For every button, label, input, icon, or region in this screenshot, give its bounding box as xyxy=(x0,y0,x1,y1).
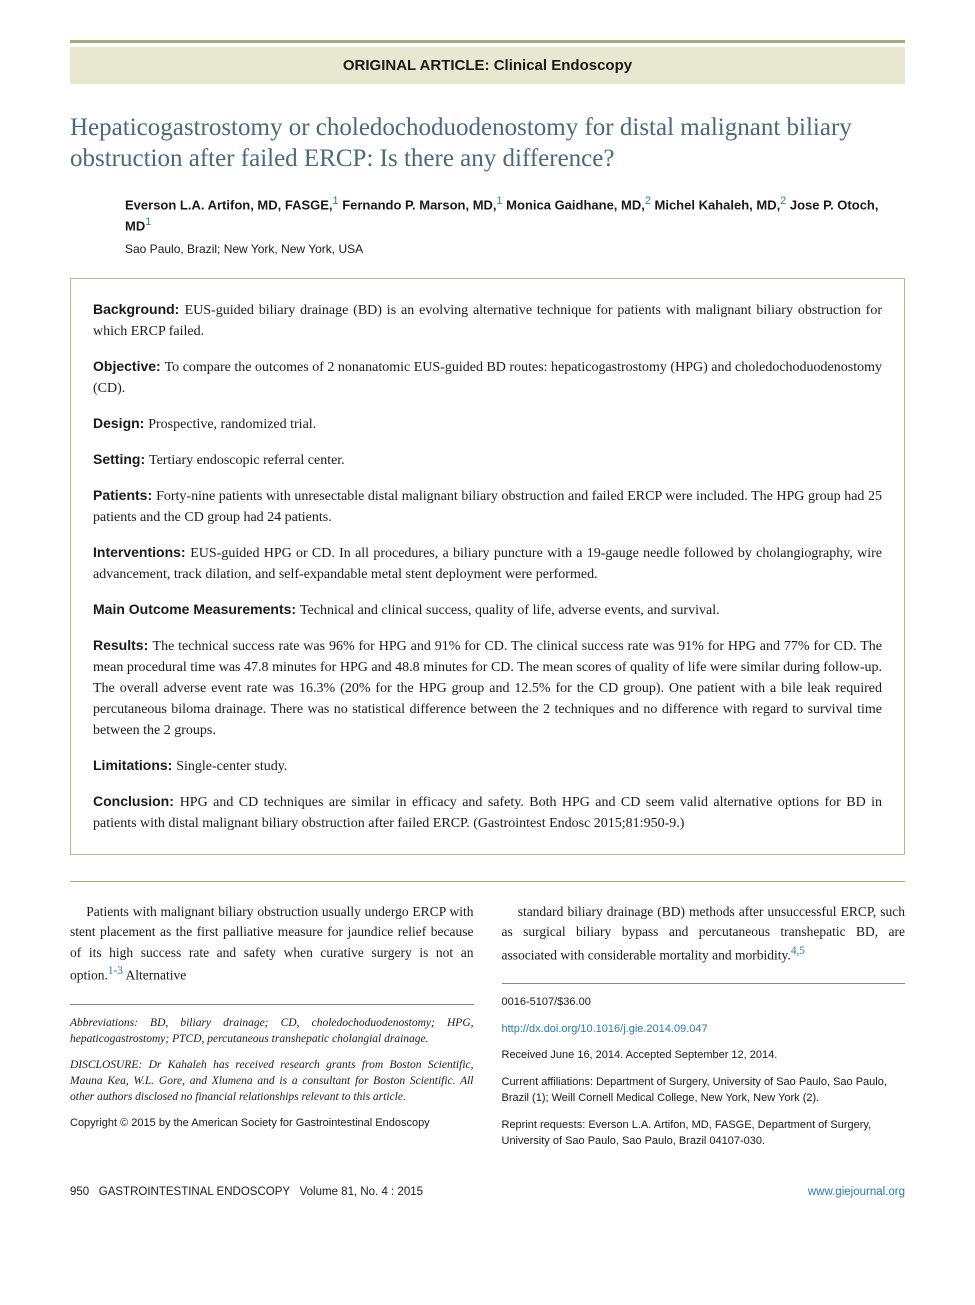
body-paragraph-left: Patients with malignant biliary obstruct… xyxy=(70,902,474,986)
footer-journal-link[interactable]: www.giejournal.org xyxy=(808,1186,905,1198)
abstract-label: Conclusion: xyxy=(93,793,180,809)
abstract-label: Results: xyxy=(93,637,153,653)
abstract-box: Background: EUS-guided biliary drainage … xyxy=(70,278,905,855)
abstract-label: Objective: xyxy=(93,358,165,374)
abstract-item: Results: The technical success rate was … xyxy=(93,635,882,741)
issn: 0016-5107/$36.00 xyxy=(502,994,906,1011)
body-columns: Patients with malignant biliary obstruct… xyxy=(70,902,905,1160)
abstract-item: Main Outcome Measurements: Technical and… xyxy=(93,599,882,621)
article-title: Hepaticogastrostomy or choledochoduodeno… xyxy=(70,112,905,175)
abstract-item: Conclusion: HPG and CD techniques are si… xyxy=(93,791,882,834)
footnote-rule-right xyxy=(502,983,906,984)
disclosure: DISCLOSURE: Dr Kahaleh has received rese… xyxy=(70,1057,474,1105)
reprint-requests: Reprint requests: Everson L.A. Artifon, … xyxy=(502,1117,906,1150)
abstract-label: Interventions: xyxy=(93,544,190,560)
abstract-label: Design: xyxy=(93,415,148,431)
article-category: ORIGINAL ARTICLE: Clinical Endoscopy xyxy=(70,47,905,84)
abstract-item: Background: EUS-guided biliary drainage … xyxy=(93,299,882,342)
abstract-label: Main Outcome Measurements: xyxy=(93,601,300,617)
abstract-item: Objective: To compare the outcomes of 2 … xyxy=(93,356,882,399)
abstract-label: Limitations: xyxy=(93,757,176,773)
affiliations: Current affiliations: Department of Surg… xyxy=(502,1074,906,1107)
abstract-item: Setting: Tertiary endoscopic referral ce… xyxy=(93,449,882,471)
abstract-item: Design: Prospective, randomized trial. xyxy=(93,413,882,435)
author-locations: Sao Paulo, Brazil; New York, New York, U… xyxy=(125,242,905,256)
body-rule xyxy=(70,881,905,882)
top-rule xyxy=(70,40,905,43)
footnote-rule-left xyxy=(70,1004,474,1005)
abstract-label: Setting: xyxy=(93,451,149,467)
doi: http://dx.doi.org/10.1016/j.gie.2014.09.… xyxy=(502,1021,906,1038)
abstract-item: Interventions: EUS-guided HPG or CD. In … xyxy=(93,542,882,585)
doi-link[interactable]: http://dx.doi.org/10.1016/j.gie.2014.09.… xyxy=(502,1023,708,1035)
page-footer: 950 GASTROINTESTINAL ENDOSCOPY Volume 81… xyxy=(70,1178,905,1198)
body-paragraph-right: standard biliary drainage (BD) methods a… xyxy=(502,902,906,965)
abstract-label: Background: xyxy=(93,301,185,317)
abbreviations: Abbreviations: BD, biliary drainage; CD,… xyxy=(70,1015,474,1047)
received-dates: Received June 16, 2014. Accepted Septemb… xyxy=(502,1047,906,1064)
copyright: Copyright © 2015 by the American Society… xyxy=(70,1115,474,1132)
abstract-label: Patients: xyxy=(93,487,156,503)
footer-left: 950 GASTROINTESTINAL ENDOSCOPY Volume 81… xyxy=(70,1186,423,1198)
author-list: Everson L.A. Artifon, MD, FASGE,1 Fernan… xyxy=(125,193,905,237)
abstract-item: Limitations: Single-center study. xyxy=(93,755,882,777)
abstract-item: Patients: Forty-nine patients with unres… xyxy=(93,485,882,528)
